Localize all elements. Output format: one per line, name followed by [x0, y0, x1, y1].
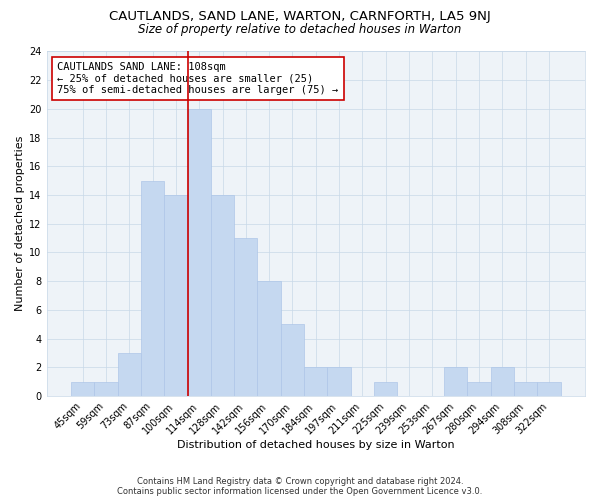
- Text: CAUTLANDS, SAND LANE, WARTON, CARNFORTH, LA5 9NJ: CAUTLANDS, SAND LANE, WARTON, CARNFORTH,…: [109, 10, 491, 23]
- Bar: [514, 382, 537, 396]
- Text: CAUTLANDS SAND LANE: 108sqm
← 25% of detached houses are smaller (25)
75% of sem: CAUTLANDS SAND LANE: 108sqm ← 25% of det…: [57, 62, 338, 95]
- Bar: [164, 195, 188, 396]
- Bar: [328, 368, 351, 396]
- Bar: [281, 324, 304, 396]
- Text: Size of property relative to detached houses in Warton: Size of property relative to detached ho…: [139, 22, 461, 36]
- Bar: [467, 382, 491, 396]
- Bar: [374, 382, 397, 396]
- X-axis label: Distribution of detached houses by size in Warton: Distribution of detached houses by size …: [177, 440, 455, 450]
- Bar: [211, 195, 234, 396]
- Bar: [257, 281, 281, 396]
- Text: Contains public sector information licensed under the Open Government Licence v3: Contains public sector information licen…: [118, 487, 482, 496]
- Bar: [491, 368, 514, 396]
- Bar: [188, 109, 211, 396]
- Bar: [234, 238, 257, 396]
- Bar: [71, 382, 94, 396]
- Bar: [444, 368, 467, 396]
- Bar: [537, 382, 560, 396]
- Bar: [94, 382, 118, 396]
- Bar: [118, 353, 141, 396]
- Bar: [304, 368, 328, 396]
- Y-axis label: Number of detached properties: Number of detached properties: [15, 136, 25, 312]
- Text: Contains HM Land Registry data © Crown copyright and database right 2024.: Contains HM Land Registry data © Crown c…: [137, 477, 463, 486]
- Bar: [141, 180, 164, 396]
